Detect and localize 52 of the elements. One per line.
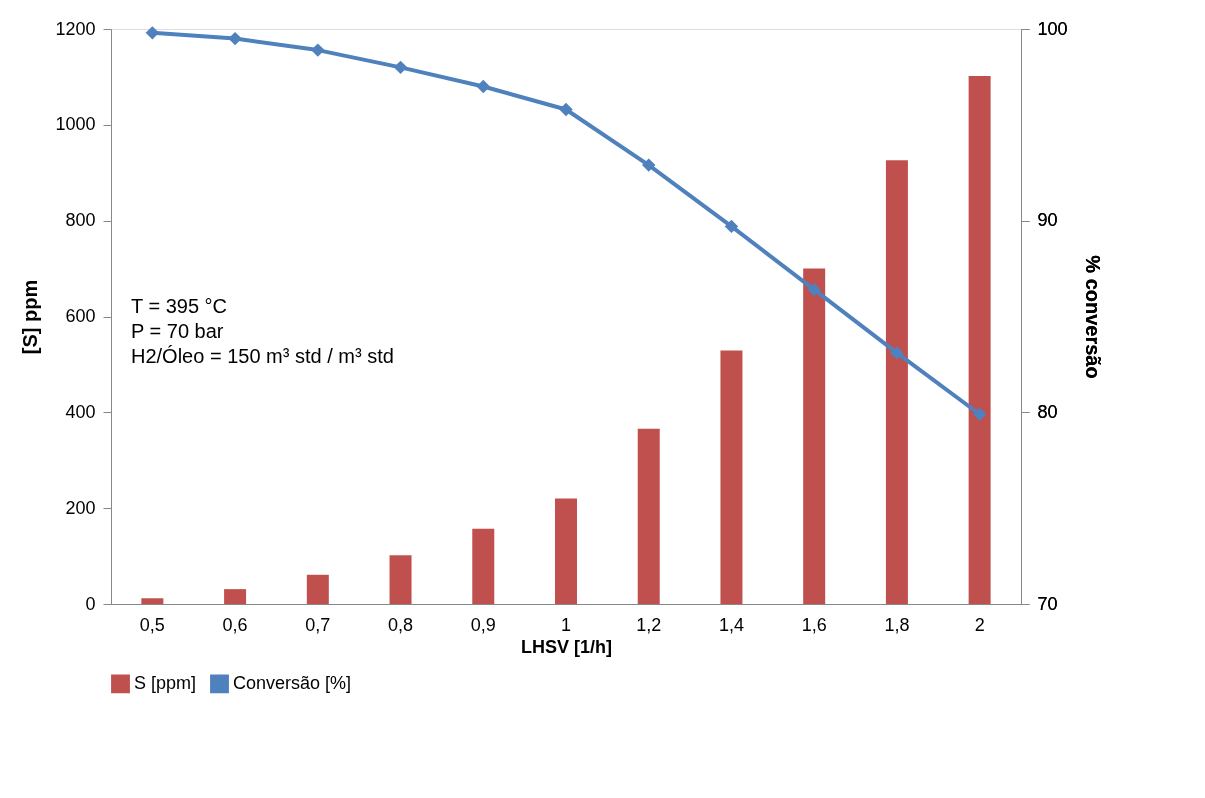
- y-axis-title: [S] ppm: [19, 279, 42, 355]
- point: [642, 158, 656, 172]
- y-tick-label: 200: [65, 497, 96, 518]
- bar: [389, 555, 412, 604]
- bar: [720, 350, 743, 604]
- y2-tick-label: 80: [1037, 401, 1058, 422]
- bar: [637, 428, 660, 604]
- point: [807, 282, 821, 297]
- bar: [306, 574, 329, 604]
- bar: [472, 528, 495, 604]
- x-tick-label: 0,8: [388, 614, 414, 635]
- bar: [224, 589, 247, 604]
- y-tick-label: 400: [65, 401, 96, 422]
- annotation: T = 395 °C: [131, 294, 228, 317]
- x-tick-label: 1,6: [801, 614, 827, 635]
- point: [890, 346, 904, 360]
- x-tick-label: 0,6: [222, 614, 248, 635]
- legend-label: Conversão [%]: [233, 672, 352, 693]
- x-tick-label: 1,2: [636, 614, 662, 635]
- x-axis-title: LHSV [1/h]: [520, 636, 613, 657]
- x-tick-label: 0,7: [305, 614, 331, 635]
- point: [476, 79, 490, 94]
- y2-tick-label: 90: [1037, 210, 1058, 231]
- annotation: P = 70 bar: [131, 319, 224, 342]
- y-tick-label: 1200: [55, 18, 96, 39]
- annotation: H2/Óleo = 150 m³ std / m³ std: [131, 344, 394, 367]
- y-tick-label: 1000: [55, 114, 96, 135]
- y2-tick-label: 100: [1037, 18, 1068, 39]
- x-tick-label: 0,9: [470, 614, 496, 635]
- x-tick-label: 2: [974, 614, 985, 635]
- bar: [141, 598, 164, 604]
- y-tick-label: 800: [65, 210, 96, 231]
- bar: [803, 268, 826, 604]
- point: [228, 31, 242, 46]
- point: [393, 60, 408, 75]
- bar: [555, 498, 577, 604]
- y2-axis-title: % conversão: [1081, 255, 1104, 379]
- bar: [968, 75, 991, 604]
- x-tick-label: 1,4: [718, 614, 744, 635]
- x-tick-label: 1: [560, 614, 572, 635]
- point: [145, 26, 160, 40]
- bar: [885, 160, 908, 604]
- point: [724, 219, 739, 234]
- x-tick-label: 0,5: [139, 614, 165, 635]
- point: [972, 407, 987, 421]
- y2-tick-label: 70: [1037, 593, 1058, 614]
- y-tick-label: 0: [85, 593, 96, 614]
- x-tick-label: 1,8: [884, 614, 910, 635]
- point: [559, 102, 573, 117]
- legend-label: S [ppm]: [134, 672, 197, 693]
- point: [311, 43, 325, 57]
- y-tick-label: 600: [65, 306, 96, 326]
